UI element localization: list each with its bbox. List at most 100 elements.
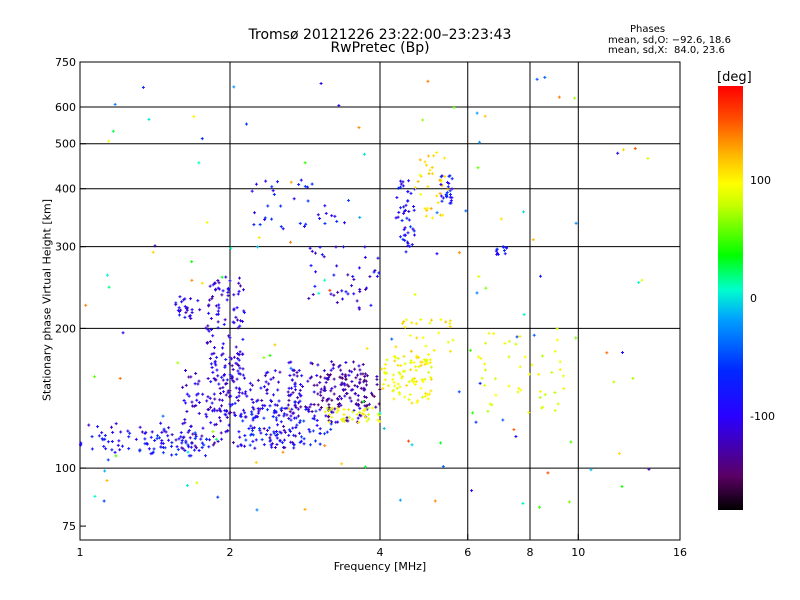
data-point	[292, 368, 296, 372]
data-point	[438, 192, 442, 196]
data-point	[231, 367, 235, 371]
data-point	[241, 288, 245, 292]
data-point	[518, 365, 522, 369]
data-point	[342, 417, 346, 421]
data-point	[218, 386, 222, 390]
data-point	[413, 186, 417, 190]
data-point	[138, 425, 142, 429]
data-point	[273, 343, 277, 347]
data-point	[140, 430, 144, 434]
data-point	[426, 362, 430, 366]
data-point	[233, 401, 237, 405]
x-axis-label: Frequency [MHz]	[333, 560, 427, 573]
data-point	[356, 398, 360, 402]
data-point	[358, 377, 362, 381]
data-point	[220, 398, 224, 402]
data-point	[193, 437, 197, 441]
data-point	[286, 403, 290, 407]
data-point	[535, 77, 539, 81]
data-point	[335, 410, 339, 414]
data-point	[319, 387, 323, 391]
data-point	[170, 433, 174, 437]
data-point	[322, 255, 326, 259]
data-point	[237, 352, 241, 356]
data-point	[516, 390, 520, 394]
data-point	[216, 374, 220, 378]
data-point	[409, 368, 413, 372]
data-point	[315, 374, 319, 378]
data-point	[256, 245, 260, 249]
data-point	[100, 437, 104, 441]
data-point	[189, 375, 193, 379]
data-point	[522, 210, 526, 214]
data-point	[241, 319, 245, 323]
data-point	[329, 410, 333, 414]
data-point	[216, 320, 220, 324]
data-point	[330, 214, 334, 218]
data-point	[385, 358, 389, 362]
data-point	[432, 348, 436, 352]
data-point	[242, 311, 246, 315]
data-point	[410, 243, 414, 247]
data-point	[507, 355, 511, 359]
data-point	[255, 399, 259, 403]
data-point	[287, 428, 291, 432]
data-point	[242, 309, 246, 313]
data-point	[556, 402, 560, 406]
data-point	[103, 433, 107, 437]
data-point	[403, 362, 407, 366]
data-point	[228, 355, 232, 359]
data-point	[330, 386, 334, 390]
data-point	[221, 342, 225, 346]
data-point	[220, 346, 224, 350]
data-point	[419, 360, 423, 364]
data-point	[416, 180, 420, 184]
data-point	[292, 373, 296, 377]
data-point	[97, 434, 101, 438]
data-point	[311, 416, 315, 420]
data-point	[102, 499, 106, 503]
data-point	[236, 369, 240, 373]
data-point	[201, 392, 205, 396]
data-point	[292, 443, 296, 447]
data-point	[226, 391, 230, 395]
data-point	[234, 386, 238, 390]
data-point	[327, 397, 331, 401]
data-point	[409, 191, 413, 195]
data-point	[478, 381, 482, 385]
data-point	[235, 395, 239, 399]
data-point	[209, 380, 213, 384]
data-point	[333, 407, 337, 411]
data-point	[161, 414, 165, 418]
data-point	[206, 395, 210, 399]
data-point	[313, 284, 317, 288]
data-point	[394, 216, 398, 220]
data-point	[480, 376, 484, 380]
data-point	[350, 284, 354, 288]
data-point	[170, 453, 174, 457]
data-point	[289, 360, 293, 364]
data-point	[346, 419, 350, 423]
data-point	[558, 368, 562, 372]
data-point	[464, 209, 468, 213]
data-point	[321, 396, 325, 400]
data-point	[224, 413, 228, 417]
data-point	[365, 419, 369, 423]
data-point	[367, 413, 371, 417]
data-point	[224, 393, 228, 397]
data-point	[402, 320, 406, 324]
data-point	[325, 399, 329, 403]
data-point	[196, 392, 200, 396]
data-point	[244, 438, 248, 442]
data-point	[267, 382, 271, 386]
data-point	[222, 373, 226, 377]
data-point	[406, 199, 410, 203]
data-point	[282, 412, 286, 416]
data-point	[507, 339, 511, 343]
data-point	[237, 372, 241, 376]
data-point	[183, 418, 187, 422]
data-point	[483, 114, 487, 118]
data-point	[410, 443, 414, 447]
data-point	[415, 336, 419, 340]
